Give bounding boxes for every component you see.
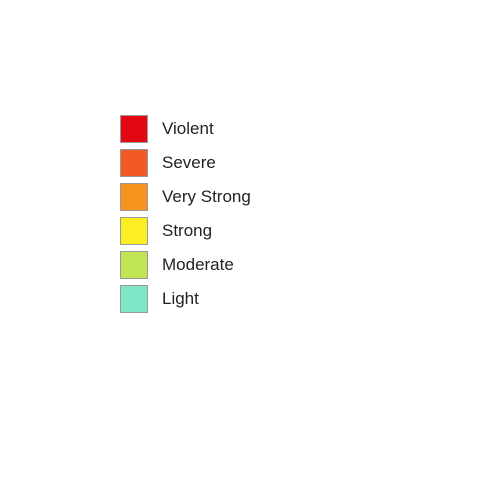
swatch-very-strong [120,183,148,211]
legend-label: Moderate [162,255,234,275]
swatch-strong [120,217,148,245]
legend-label: Severe [162,153,216,173]
legend-label: Violent [162,119,214,139]
legend-item-violent: Violent [120,115,251,143]
legend-item-strong: Strong [120,217,251,245]
legend-label: Light [162,289,199,309]
legend-label: Very Strong [162,187,251,207]
legend-item-light: Light [120,285,251,313]
legend-item-severe: Severe [120,149,251,177]
legend-item-moderate: Moderate [120,251,251,279]
swatch-light [120,285,148,313]
swatch-moderate [120,251,148,279]
legend-label: Strong [162,221,212,241]
swatch-severe [120,149,148,177]
legend-item-very-strong: Very Strong [120,183,251,211]
intensity-legend: Violent Severe Very Strong Strong Modera… [120,115,251,319]
swatch-violent [120,115,148,143]
